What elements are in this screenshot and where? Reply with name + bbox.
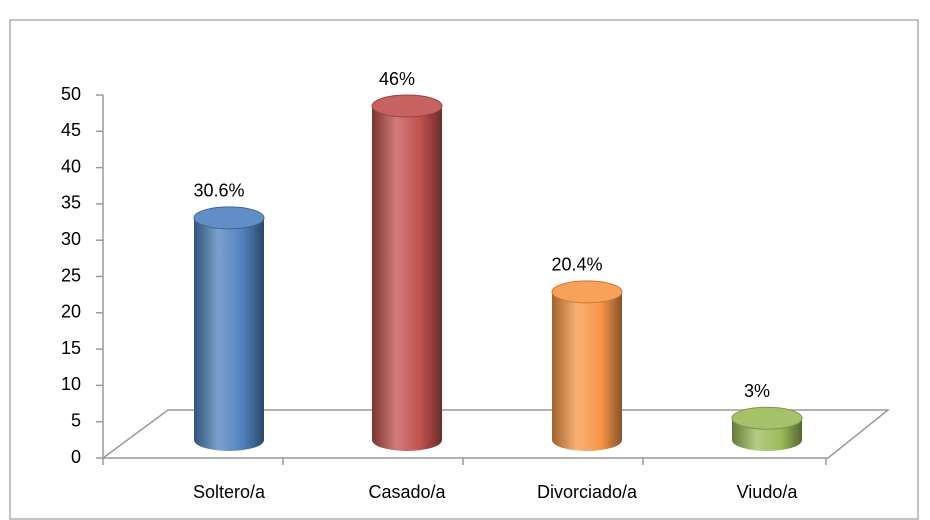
y-tick-label: 5 <box>71 410 81 430</box>
y-tick-label: 50 <box>61 84 81 104</box>
bar-top <box>731 406 803 430</box>
y-tick-label: 45 <box>61 120 81 140</box>
data-label: 30.6% <box>193 181 244 201</box>
y-tick-label: 15 <box>61 338 81 358</box>
data-label: 46% <box>379 69 415 89</box>
x-tick-label: Viudo/a <box>737 482 799 502</box>
y-tick-label: 40 <box>61 156 81 176</box>
bar <box>194 217 264 451</box>
floor <box>102 409 891 459</box>
bar-top <box>551 280 623 304</box>
data-label: 3% <box>744 381 770 401</box>
x-tick-label: Soltero/a <box>193 482 266 502</box>
bar <box>552 291 622 451</box>
data-label: 20.4% <box>551 255 602 275</box>
x-ticks <box>102 458 827 465</box>
y-tick-label: 0 <box>71 447 81 467</box>
y-tick-label: 25 <box>61 265 81 285</box>
x-tick-label: Casado/a <box>368 482 446 502</box>
bar-top <box>193 206 265 230</box>
y-tick-label: 30 <box>61 229 81 249</box>
y-tick-label: 10 <box>61 374 81 394</box>
bar <box>372 106 442 451</box>
x-tick-label: Divorciado/a <box>537 482 638 502</box>
y-tick-label: 35 <box>61 193 81 213</box>
y-tick-label: 20 <box>61 302 81 322</box>
bar-top <box>371 94 443 118</box>
